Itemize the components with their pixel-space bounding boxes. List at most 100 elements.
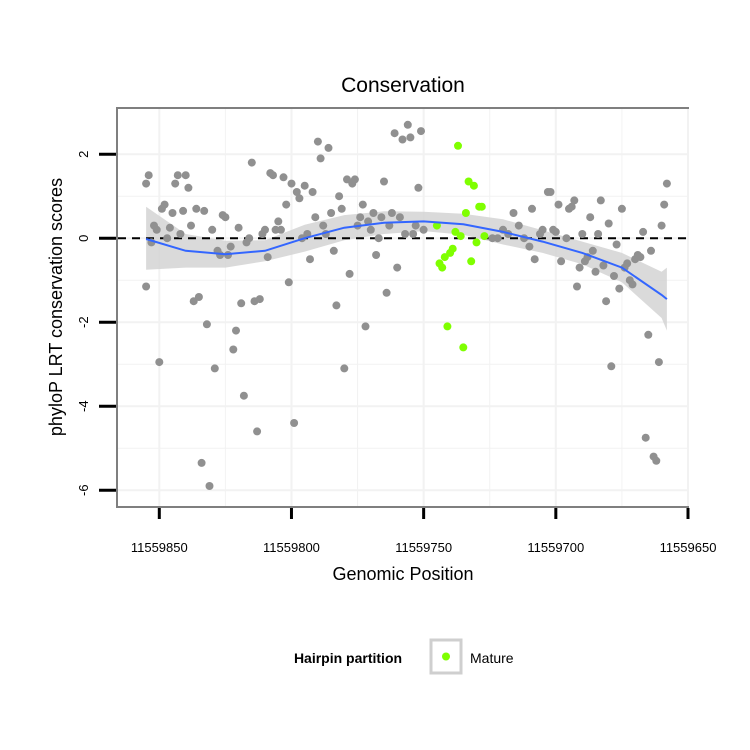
other-point — [636, 253, 645, 262]
legend: Hairpin partition Mature — [294, 638, 514, 675]
other-point — [607, 362, 616, 371]
other-point — [152, 225, 161, 234]
y-tick-label: -6 — [76, 484, 91, 496]
other-point — [142, 179, 151, 188]
other-point — [200, 206, 209, 215]
x-tick-label: 11559700 — [527, 540, 584, 555]
other-point — [403, 120, 412, 129]
mature-point — [448, 244, 457, 253]
other-point — [409, 230, 418, 238]
other-point — [221, 213, 230, 222]
other-point — [311, 213, 320, 222]
other-point — [361, 322, 370, 331]
other-point — [287, 179, 296, 188]
other-point — [612, 240, 621, 249]
mature-point — [467, 257, 476, 266]
other-point — [578, 230, 587, 238]
other-point — [374, 234, 383, 243]
other-point — [284, 278, 293, 287]
other-point — [398, 135, 407, 144]
other-point — [263, 253, 272, 262]
other-point — [202, 320, 211, 329]
other-point — [588, 246, 597, 255]
other-point — [644, 330, 653, 339]
other-point — [380, 177, 388, 186]
other-point — [657, 221, 666, 230]
other-point — [596, 196, 605, 205]
other-point — [329, 246, 338, 255]
other-point — [615, 284, 624, 293]
other-point — [654, 358, 663, 367]
other-point — [586, 213, 595, 222]
other-point — [377, 213, 386, 222]
other-point — [192, 204, 201, 213]
other-point — [229, 345, 238, 354]
other-point — [290, 419, 299, 427]
other-point — [205, 482, 214, 490]
other-point — [144, 171, 153, 180]
other-point — [181, 171, 190, 180]
other-point — [356, 213, 365, 222]
mature-point — [472, 238, 481, 247]
other-point — [417, 127, 425, 136]
other-point — [300, 181, 309, 190]
gridlines — [118, 109, 689, 506]
legend-label-mature: Mature — [470, 650, 514, 666]
x-tick-labels: 11559850 11559800 11559750 11559700 11559650 — [131, 540, 717, 555]
other-point — [269, 171, 277, 180]
other-point — [419, 225, 428, 234]
other-point — [247, 158, 256, 167]
other-point — [308, 188, 317, 196]
other-point — [411, 221, 420, 230]
other-point — [142, 282, 151, 291]
other-point — [327, 209, 336, 217]
other-point — [567, 202, 576, 211]
other-point — [493, 234, 502, 243]
other-point — [337, 204, 346, 213]
other-point — [350, 175, 359, 184]
other-point — [364, 217, 373, 226]
other-point — [395, 213, 404, 222]
mature-point — [432, 221, 441, 230]
other-point — [369, 209, 378, 217]
other-point — [660, 200, 669, 209]
other-point — [332, 301, 341, 310]
mature-point — [477, 202, 486, 211]
other-point — [282, 200, 291, 209]
other-point — [194, 293, 203, 301]
other-point — [234, 223, 243, 232]
other-point — [401, 230, 410, 238]
other-point — [602, 297, 611, 306]
x-tick-label: 11559650 — [660, 540, 717, 555]
other-point — [575, 263, 584, 272]
other-point — [295, 194, 304, 203]
other-point — [538, 225, 547, 234]
other-point — [319, 221, 328, 230]
other-point — [226, 242, 235, 251]
other-point — [255, 295, 264, 304]
other-point — [176, 230, 185, 238]
mature-point — [454, 141, 462, 150]
other-point — [647, 246, 655, 255]
other-point — [210, 364, 219, 373]
other-point — [599, 261, 608, 270]
other-point — [163, 234, 172, 243]
other-point — [274, 217, 283, 226]
other-point — [528, 204, 536, 213]
other-point — [530, 255, 539, 264]
other-point — [237, 299, 246, 308]
other-point — [292, 188, 301, 196]
other-point — [340, 364, 349, 373]
legend-mature-marker — [442, 652, 450, 661]
mature-point — [459, 343, 468, 352]
other-point — [358, 200, 367, 209]
other-point — [245, 234, 254, 243]
mature-point — [438, 263, 447, 272]
other-point — [554, 200, 563, 209]
other-point — [306, 255, 314, 264]
other-point — [390, 129, 399, 138]
y-tick-label: -4 — [76, 400, 91, 412]
other-point — [393, 263, 402, 272]
other-point — [639, 227, 648, 236]
mature-point — [469, 181, 478, 190]
